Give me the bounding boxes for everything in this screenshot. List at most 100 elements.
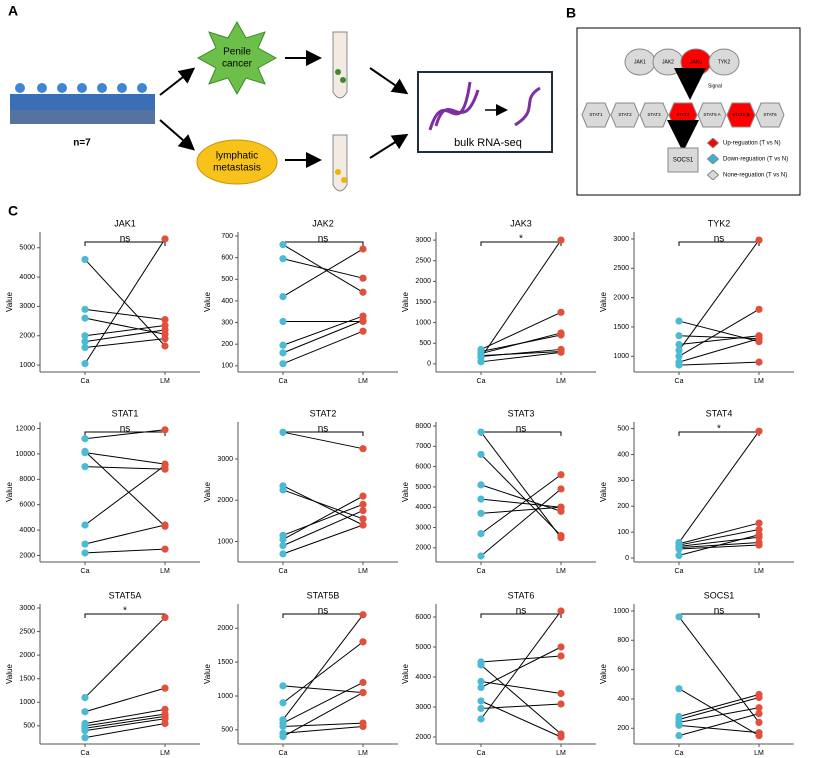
y-tick-label: 4000 <box>19 527 35 534</box>
metastasis-label: metastasis <box>213 163 261 174</box>
significance-label: ns <box>120 234 131 245</box>
target-box <box>667 147 699 173</box>
point <box>279 428 287 436</box>
pair-line <box>678 707 760 723</box>
y-axis-label: Value <box>5 664 14 684</box>
chart-title: STAT5B <box>307 590 340 600</box>
pair-line <box>678 713 760 737</box>
tube <box>332 134 348 192</box>
x-tick-label: LM <box>160 750 170 757</box>
point <box>675 317 683 325</box>
point <box>557 348 565 356</box>
rnaseq-box <box>417 71 553 153</box>
pair-line <box>678 335 760 346</box>
point <box>557 733 565 741</box>
signal-label: Signal <box>708 83 722 89</box>
point <box>359 316 367 324</box>
point <box>557 643 565 651</box>
y-tick-label: 3000 <box>217 456 233 463</box>
x-tick-label: Ca <box>81 568 90 575</box>
pair-line <box>282 431 364 450</box>
x-tick-label: LM <box>160 378 170 385</box>
y-axis-label: Value <box>203 664 212 684</box>
point <box>755 704 763 712</box>
point <box>279 535 287 544</box>
significance-label: ns <box>714 234 725 245</box>
x-tick-label: LM <box>358 568 368 575</box>
point <box>557 532 565 540</box>
point <box>359 327 367 335</box>
arrow <box>159 119 196 151</box>
point <box>755 335 763 343</box>
point <box>359 500 367 508</box>
point <box>755 693 763 702</box>
point <box>675 551 683 560</box>
point <box>279 349 287 357</box>
x-tick-label: LM <box>556 750 566 757</box>
panel-label: B <box>566 5 576 21</box>
point <box>161 342 169 350</box>
y-tick-label: 3000 <box>19 303 35 310</box>
y-tick-label: 2000 <box>217 625 233 632</box>
point <box>557 700 565 708</box>
point <box>557 485 565 493</box>
pair-line <box>282 495 364 540</box>
x-tick-label: Ca <box>279 568 288 575</box>
pair-line <box>480 498 562 508</box>
point <box>359 288 367 296</box>
point <box>81 343 89 352</box>
y-tick-label: 200 <box>617 725 629 732</box>
pair-line <box>480 351 562 363</box>
tumor-label: cancer <box>222 59 253 70</box>
pair-line <box>282 319 364 354</box>
significance-label: * <box>717 424 721 435</box>
point <box>279 255 287 263</box>
stat-label: STAT6 <box>763 112 777 117</box>
significance-label: ns <box>516 424 527 435</box>
pair-line <box>678 696 760 720</box>
pair-line <box>480 454 562 537</box>
y-axis-label: Value <box>401 664 410 684</box>
y-tick-label: 200 <box>617 503 629 510</box>
point <box>161 461 169 469</box>
point <box>279 317 287 326</box>
point <box>557 471 565 479</box>
chart-title: STAT1 <box>112 408 139 418</box>
point <box>161 684 169 692</box>
y-tick-label: 8000 <box>19 476 35 483</box>
y-tick-label: 1500 <box>415 299 431 306</box>
panel-label: C <box>8 203 18 219</box>
y-tick-label: 1500 <box>613 324 629 331</box>
y-tick-label: 2500 <box>19 628 35 635</box>
pair-line <box>84 324 166 337</box>
pair-line <box>282 524 364 555</box>
point <box>161 719 169 728</box>
y-tick-label: 4000 <box>19 274 35 281</box>
pair-line <box>84 723 166 739</box>
stat <box>755 102 785 128</box>
point <box>279 292 287 301</box>
point <box>81 708 89 716</box>
pair-line <box>678 335 760 340</box>
kinase-label: TYK2 <box>718 59 731 65</box>
pair-line <box>480 655 562 663</box>
point <box>81 549 89 557</box>
y-tick-label: 200 <box>221 341 233 348</box>
pair-line <box>84 452 166 465</box>
x-tick-label: Ca <box>675 378 684 385</box>
pair-line <box>282 722 364 727</box>
stat <box>697 102 727 128</box>
y-axis-label: Value <box>401 482 410 502</box>
pair-line <box>282 510 364 547</box>
x-tick-label: Ca <box>279 750 288 757</box>
point <box>359 521 367 529</box>
arrow <box>369 133 409 159</box>
y-tick-label: 8000 <box>415 423 431 430</box>
pair-line <box>84 466 166 470</box>
point <box>359 722 367 731</box>
y-tick-label: 100 <box>221 363 233 370</box>
pair-line <box>480 239 562 358</box>
arrow <box>369 67 409 95</box>
pair-line <box>480 474 562 535</box>
point <box>81 540 89 548</box>
